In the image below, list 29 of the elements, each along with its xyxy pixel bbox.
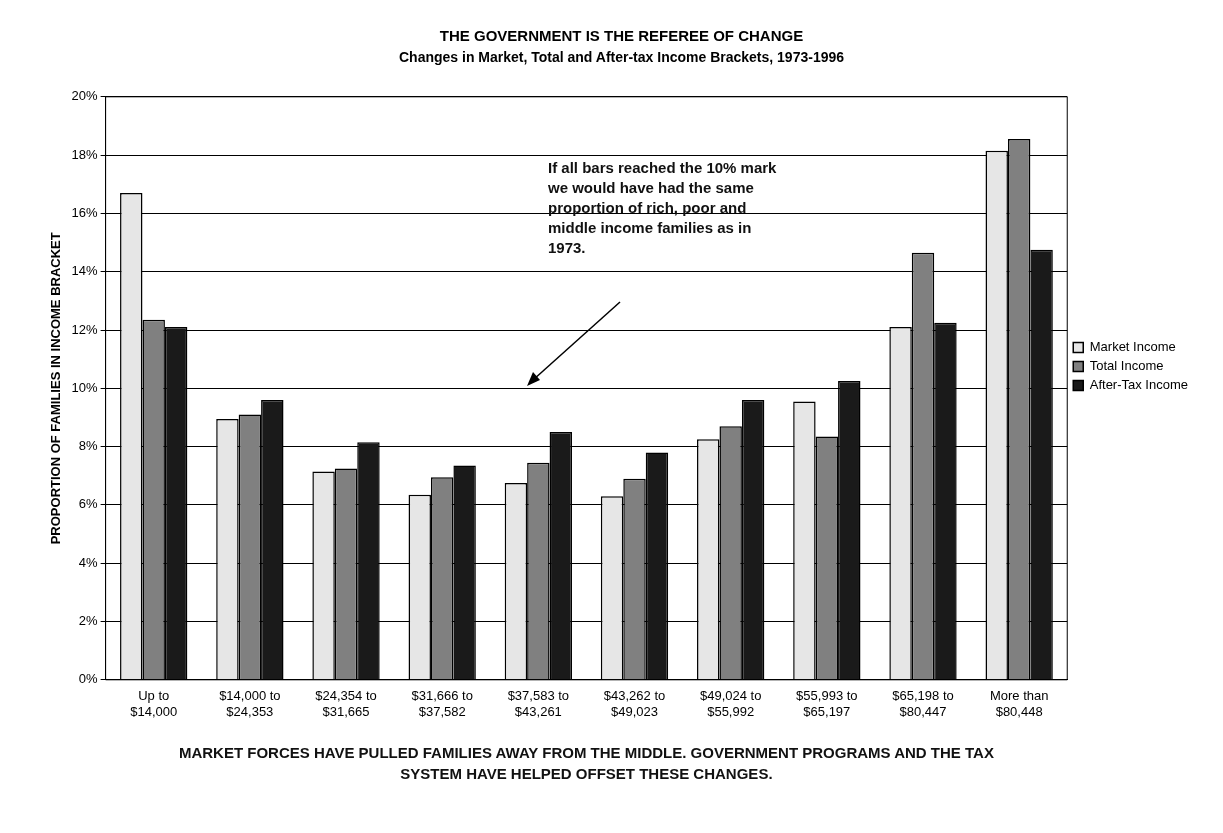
x-tick-label: $24,354 to $31,665	[315, 688, 377, 719]
x-tick-label: Up to $14,000	[130, 688, 178, 719]
y-tick-label: 4%	[78, 554, 99, 570]
text: MARKET FORCES HAVE PULLED FAMILIES AWAY FROM THE MIDDLE. GOVERNMENT PROGRAMS AND THE TAX SYSTEM HAVE HELPED OFFSET THESE CHANGES.	[177, 743, 995, 784]
y-tick-label: 20%	[71, 88, 99, 104]
legend-label: Total Income	[1089, 358, 1164, 374]
x-tick-label: $49,024 to $55,992	[699, 688, 762, 719]
y-tick-label: 12%	[71, 321, 99, 337]
x-tick-label: $43,262 to $49,023	[603, 688, 666, 719]
x-tick-label: $37,583 to $43,261	[507, 688, 570, 719]
x-tick-label: $55,993 to $65,197	[796, 688, 858, 719]
y-tick-label: 2%	[78, 613, 99, 629]
y-tick-label: 6%	[78, 496, 99, 512]
annotation: If all bars reached the 10% mark we would have had the same proportion of rich, poor and middle income families as in 1973.	[548, 158, 778, 258]
x-tick-label: $14,000 to $24,353	[219, 688, 281, 719]
y-axis-title: PROPORTION OF FAMILIES IN INCOME BRACKET	[48, 232, 64, 545]
y-tick-label: 14%	[71, 263, 99, 279]
legend-label: Market Income	[1089, 339, 1176, 355]
x-tick-label: $65,198 to $80,447	[892, 688, 954, 719]
y-tick-label: 10%	[71, 379, 99, 395]
y-tick-label: 0%	[78, 671, 99, 687]
x-tick-label: $31,666 to $37,582	[411, 688, 473, 719]
y-tick-label: 8%	[78, 438, 99, 454]
y-tick-label: 16%	[71, 204, 99, 220]
chart-title: THE GOVERNMENT IS THE REFEREE OF CHANGE	[439, 27, 804, 45]
y-tick-label: 18%	[71, 146, 99, 162]
legend-label: After-Tax Income	[1089, 377, 1189, 393]
x-tick-label: More than $80,448	[989, 688, 1049, 719]
chart-subtitle: Changes in Market, Total and After-tax Income Brackets, 1973-1996	[398, 49, 845, 66]
